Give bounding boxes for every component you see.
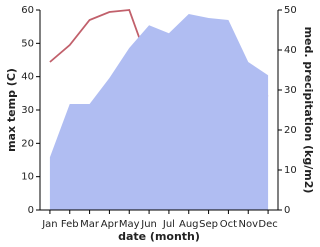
y-tick-label: 10 [21, 172, 34, 183]
area [49, 14, 269, 210]
y2-tick-label: 0 [284, 205, 290, 216]
x-tick-label: Nov [238, 219, 258, 230]
y2-tick-label: 10 [284, 165, 297, 176]
x-tick-label: May [119, 219, 140, 230]
x-tick-label: Aug [179, 219, 199, 230]
x-tick-label: Feb [61, 219, 79, 230]
y-tick-label: 30 [21, 105, 34, 116]
x-axis-label: date (month) [118, 230, 200, 243]
x-tick-label: Apr [101, 219, 119, 230]
x-tick-label: Jun [140, 219, 157, 230]
y-tick-label: 60 [21, 5, 34, 16]
x-tick-label: Mar [80, 219, 100, 230]
x-tick-label: Dec [258, 219, 277, 230]
x-tick-label: Sep [199, 219, 218, 230]
y2-tick-label: 50 [284, 5, 297, 16]
x-tick-label: Oct [220, 219, 237, 230]
y-axis-label: max temp (C) [5, 68, 18, 152]
y2-tick-label: 20 [284, 125, 297, 136]
y2-tick-label: 40 [284, 45, 297, 56]
y-tick-label: 50 [21, 38, 34, 49]
y2-tick-label: 30 [284, 85, 297, 96]
x-tick-label: Jul [162, 219, 175, 230]
y-tick-label: 40 [21, 72, 34, 83]
y-tick-label: 0 [28, 205, 34, 216]
y-tick-label: 20 [21, 138, 34, 149]
x-tick-label: Jan [41, 219, 57, 230]
y2-axis-label: med. precipitation (kg/m2) [302, 27, 315, 194]
